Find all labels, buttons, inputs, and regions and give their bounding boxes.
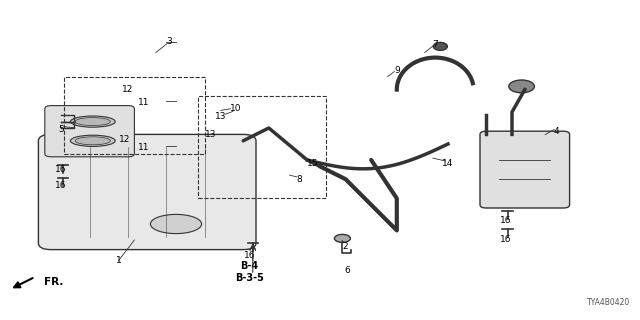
Ellipse shape — [335, 234, 351, 243]
Text: 10: 10 — [230, 104, 241, 113]
Text: B-4: B-4 — [241, 261, 259, 271]
Text: 4: 4 — [554, 127, 559, 136]
Text: 7: 7 — [433, 40, 438, 49]
Ellipse shape — [76, 118, 111, 126]
Ellipse shape — [70, 135, 115, 147]
Text: 2: 2 — [343, 242, 348, 251]
Text: 3: 3 — [167, 37, 172, 46]
FancyBboxPatch shape — [480, 131, 570, 208]
Text: B-3-5: B-3-5 — [235, 273, 264, 284]
Text: 16: 16 — [55, 181, 67, 190]
Ellipse shape — [509, 80, 534, 93]
Text: 13: 13 — [205, 130, 217, 139]
Text: 14: 14 — [442, 159, 454, 168]
Text: 12: 12 — [119, 135, 131, 144]
Text: FR.: FR. — [44, 277, 63, 287]
Text: 11: 11 — [138, 143, 150, 152]
Text: 8: 8 — [297, 175, 302, 184]
Text: 9: 9 — [394, 66, 399, 75]
Text: 16: 16 — [244, 252, 255, 260]
FancyBboxPatch shape — [38, 134, 256, 250]
Text: TYA4B0420: TYA4B0420 — [587, 298, 630, 307]
Ellipse shape — [70, 116, 115, 127]
Text: 11: 11 — [138, 98, 150, 107]
Text: 15: 15 — [307, 159, 318, 168]
Ellipse shape — [150, 214, 202, 234]
Text: 6: 6 — [345, 266, 350, 275]
Text: 5: 5 — [58, 125, 63, 134]
Ellipse shape — [76, 137, 111, 145]
Ellipse shape — [433, 43, 447, 51]
Text: 16: 16 — [55, 165, 67, 174]
Text: 12: 12 — [122, 85, 134, 94]
Text: 16: 16 — [500, 216, 511, 225]
Text: 13: 13 — [215, 112, 227, 121]
FancyBboxPatch shape — [45, 106, 134, 157]
Text: 1: 1 — [116, 256, 121, 265]
Text: 16: 16 — [500, 236, 511, 244]
